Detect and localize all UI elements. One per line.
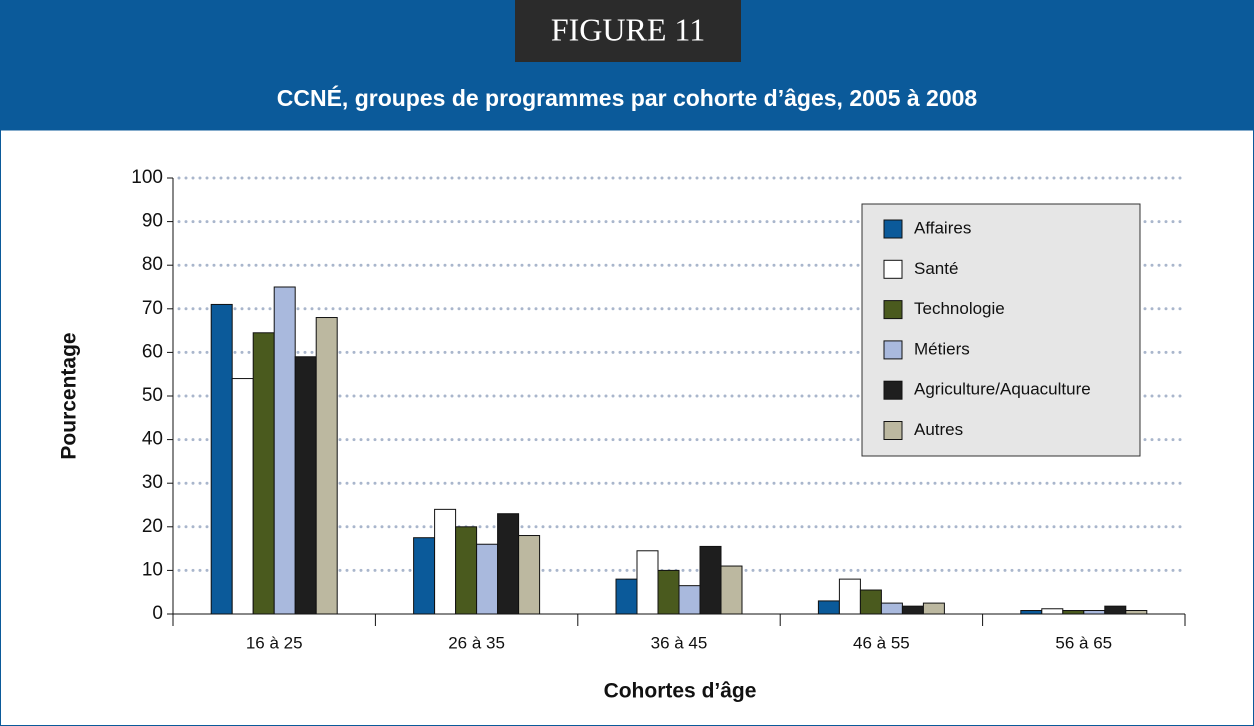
bar	[434, 508, 457, 615]
legend-label: Métiers	[914, 339, 970, 358]
bar	[518, 535, 541, 615]
x-tick-label: 36 à 45	[651, 633, 708, 652]
bar	[1062, 610, 1085, 615]
legend-swatch	[883, 421, 903, 440]
x-axis-label: Cohortes d’âge	[604, 680, 757, 703]
x-tick-label: 26 à 35	[448, 633, 505, 652]
bar	[720, 565, 743, 615]
bar	[231, 378, 254, 615]
bar	[210, 303, 233, 615]
bar	[497, 513, 520, 615]
bar	[1083, 610, 1106, 615]
bar	[294, 356, 317, 615]
legend-box	[861, 203, 1141, 457]
bar	[273, 286, 296, 615]
bar	[455, 526, 478, 615]
y-tick-label: 70	[142, 298, 163, 319]
bar	[413, 537, 436, 615]
figure-label: FIGURE 11	[551, 11, 705, 47]
y-tick-label: 30	[142, 472, 163, 493]
bar	[1041, 608, 1064, 615]
bar	[678, 585, 701, 615]
y-tick-label: 50	[142, 385, 163, 406]
x-tick-label: 56 à 65	[1055, 633, 1112, 652]
legend-label: Santé	[914, 259, 958, 278]
bar	[922, 602, 945, 615]
legend-swatch	[883, 219, 903, 239]
bar	[1020, 610, 1043, 615]
bar	[838, 578, 861, 615]
bar	[901, 605, 924, 615]
legend-swatch	[883, 300, 903, 320]
bar	[699, 545, 722, 615]
figure-label-box	[515, 0, 741, 62]
bar	[1104, 605, 1127, 615]
bar	[636, 550, 659, 615]
bar	[1125, 610, 1148, 615]
legend-label: Agriculture/Aquaculture	[914, 380, 1091, 399]
y-axis-label: Pourcentage	[58, 332, 81, 459]
y-tick-label: 0	[152, 603, 163, 624]
y-tick-label: 90	[142, 211, 163, 232]
y-tick-label: 100	[131, 167, 163, 188]
legend-swatch	[883, 259, 903, 279]
x-tick-label: 16 à 25	[246, 633, 303, 652]
bar	[252, 332, 275, 615]
legend-label: Affaires	[914, 218, 971, 237]
bar	[615, 578, 638, 615]
y-tick-label: 60	[142, 341, 163, 362]
x-tick-label: 46 à 55	[853, 633, 910, 652]
legend-label: Autres	[914, 420, 963, 439]
bar	[315, 317, 338, 615]
y-tick-label: 80	[142, 254, 163, 275]
bar	[476, 543, 499, 615]
y-tick-label: 40	[142, 429, 163, 450]
bar	[817, 600, 840, 615]
bar	[859, 589, 882, 615]
legend-swatch	[883, 380, 903, 400]
legend-swatch	[883, 340, 903, 360]
legend-label: Technologie	[914, 299, 1005, 318]
y-tick-label: 10	[142, 559, 163, 580]
chart-title: CCNÉ, groupes de programmes par cohorte …	[277, 84, 978, 111]
bar	[657, 569, 680, 615]
bar	[880, 602, 903, 615]
y-tick-label: 20	[142, 516, 163, 537]
